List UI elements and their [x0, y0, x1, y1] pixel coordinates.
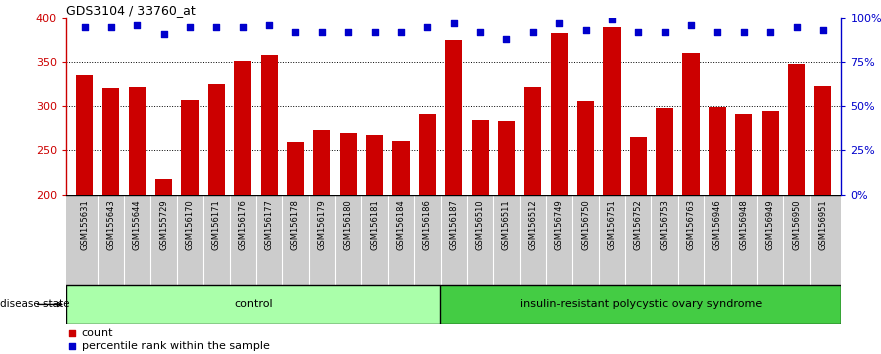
Text: GSM156511: GSM156511 — [502, 199, 511, 250]
Bar — [314, 130, 330, 195]
Point — [763, 29, 777, 35]
Text: GSM156512: GSM156512 — [529, 199, 537, 250]
Text: GSM156949: GSM156949 — [766, 199, 774, 250]
Point — [737, 29, 751, 35]
Bar — [656, 108, 673, 195]
Bar — [577, 101, 594, 195]
Point — [157, 31, 171, 36]
Bar — [366, 135, 383, 195]
Bar — [287, 142, 304, 195]
Bar — [524, 87, 542, 195]
Text: GSM156171: GSM156171 — [212, 199, 221, 250]
Text: GSM156751: GSM156751 — [607, 199, 617, 250]
Text: GSM156763: GSM156763 — [686, 199, 695, 250]
Text: disease state: disease state — [0, 299, 70, 309]
Text: GSM156946: GSM156946 — [713, 199, 722, 250]
Bar — [709, 107, 726, 195]
Text: percentile rank within the sample: percentile rank within the sample — [82, 342, 270, 352]
Bar — [814, 86, 832, 195]
Bar — [418, 114, 436, 195]
Point — [341, 29, 355, 35]
Point — [789, 24, 803, 29]
Text: GSM156510: GSM156510 — [476, 199, 485, 250]
Text: GSM156951: GSM156951 — [818, 199, 827, 250]
Point — [447, 20, 461, 26]
Point — [78, 24, 92, 29]
Point — [552, 20, 566, 26]
Text: GSM156950: GSM156950 — [792, 199, 801, 250]
Point — [306, 268, 320, 273]
Point — [420, 24, 434, 29]
Point — [657, 29, 671, 35]
Bar — [181, 100, 198, 195]
Bar — [551, 33, 567, 195]
Bar — [471, 120, 489, 195]
Point — [130, 22, 144, 28]
Point — [315, 29, 329, 35]
Bar — [66, 285, 440, 324]
Text: GSM155643: GSM155643 — [107, 199, 115, 250]
Bar — [129, 87, 146, 195]
Text: GDS3104 / 33760_at: GDS3104 / 33760_at — [66, 4, 196, 17]
Bar — [261, 55, 278, 195]
Point — [473, 29, 487, 35]
Point — [500, 36, 514, 42]
Text: GSM156179: GSM156179 — [317, 199, 326, 250]
Text: GSM155729: GSM155729 — [159, 199, 168, 250]
Text: insulin-resistant polycystic ovary syndrome: insulin-resistant polycystic ovary syndr… — [520, 299, 762, 309]
Text: GSM156181: GSM156181 — [370, 199, 379, 250]
Point — [262, 22, 276, 28]
Bar — [76, 75, 93, 195]
Bar — [440, 285, 841, 324]
Text: GSM156176: GSM156176 — [238, 199, 248, 250]
Point — [183, 24, 197, 29]
Point — [526, 29, 540, 35]
Text: GSM155644: GSM155644 — [133, 199, 142, 250]
Bar — [445, 40, 463, 195]
Bar — [392, 141, 410, 195]
Text: GSM156186: GSM156186 — [423, 199, 432, 250]
Bar — [630, 137, 647, 195]
Text: GSM156180: GSM156180 — [344, 199, 352, 250]
Point — [394, 29, 408, 35]
Text: GSM156749: GSM156749 — [555, 199, 564, 250]
Bar — [102, 88, 120, 195]
Bar — [340, 133, 357, 195]
Text: GSM156170: GSM156170 — [186, 199, 195, 250]
Text: GSM155631: GSM155631 — [80, 199, 89, 250]
Text: GSM156177: GSM156177 — [264, 199, 274, 250]
Point — [816, 27, 830, 33]
Bar — [603, 27, 620, 195]
Text: count: count — [82, 328, 113, 338]
Point — [632, 29, 646, 35]
Bar — [683, 53, 700, 195]
Point — [579, 27, 593, 33]
Bar — [155, 179, 172, 195]
Bar — [761, 110, 779, 195]
Point — [306, 145, 320, 150]
Text: GSM156184: GSM156184 — [396, 199, 405, 250]
Point — [367, 29, 381, 35]
Point — [104, 24, 118, 29]
Text: GSM156752: GSM156752 — [633, 199, 643, 250]
Point — [605, 17, 619, 22]
Point — [236, 24, 250, 29]
Text: GSM156948: GSM156948 — [739, 199, 748, 250]
Text: GSM156187: GSM156187 — [449, 199, 458, 250]
Bar — [234, 61, 251, 195]
Bar — [208, 84, 225, 195]
Point — [210, 24, 224, 29]
Point — [288, 29, 302, 35]
Text: GSM156753: GSM156753 — [660, 199, 670, 250]
Text: control: control — [233, 299, 272, 309]
Text: GSM156750: GSM156750 — [581, 199, 590, 250]
Text: GSM156178: GSM156178 — [291, 199, 300, 250]
Bar — [498, 121, 515, 195]
Point — [710, 29, 724, 35]
Point — [684, 22, 698, 28]
Bar — [736, 114, 752, 195]
Bar — [788, 64, 805, 195]
